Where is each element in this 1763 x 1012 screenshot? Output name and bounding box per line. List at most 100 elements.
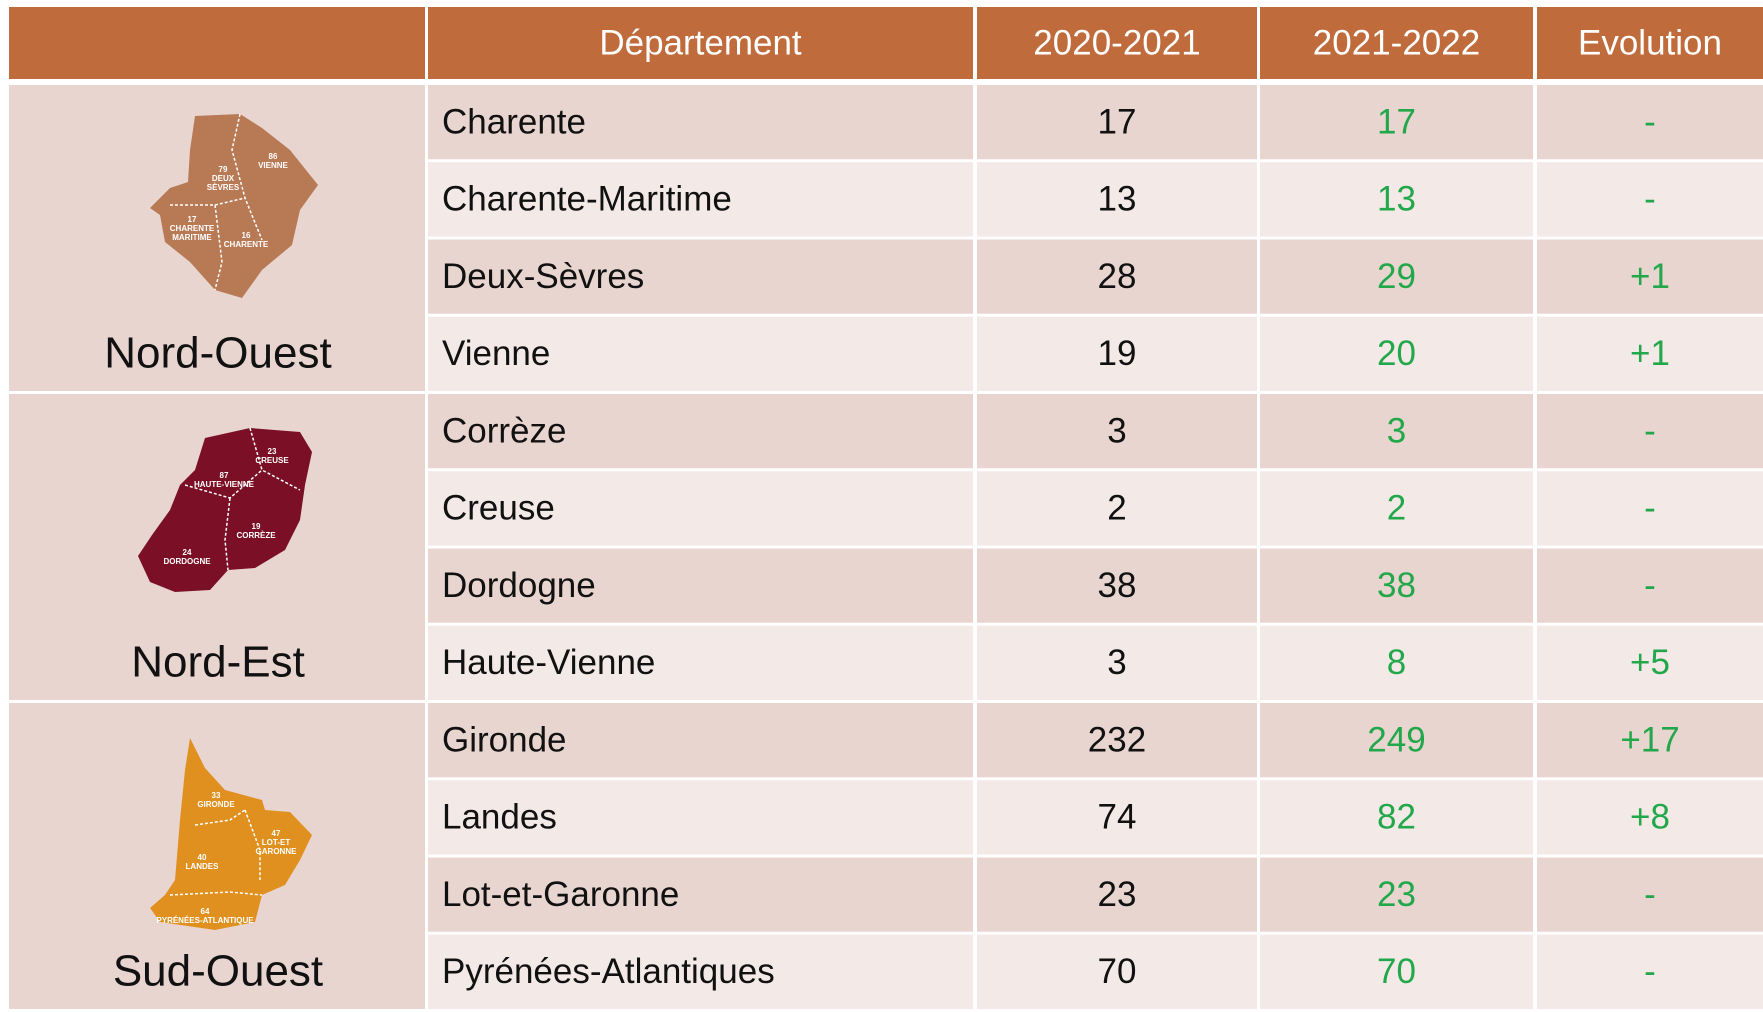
cell xyxy=(1537,394,1763,469)
evolution: - xyxy=(1644,566,1656,605)
map-shape xyxy=(138,428,312,592)
value-2020-2021: 3 xyxy=(1107,411,1126,450)
department: Lot-et-Garonne xyxy=(442,875,679,914)
map-border xyxy=(224,497,231,571)
value-2021-2022: 20 xyxy=(1377,334,1416,373)
department: Dordogne xyxy=(442,566,596,605)
cell xyxy=(428,625,973,700)
cell xyxy=(428,162,973,237)
evolution: +1 xyxy=(1630,257,1670,296)
cell xyxy=(977,162,1257,237)
cell xyxy=(977,239,1257,314)
value-2020-2021: 13 xyxy=(1098,180,1137,219)
cell xyxy=(1537,780,1763,855)
map-border xyxy=(231,113,263,241)
cell xyxy=(1537,471,1763,546)
map-label: 87 xyxy=(220,471,229,480)
map-label: 33 xyxy=(212,791,221,800)
value-2020-2021: 232 xyxy=(1088,720,1146,759)
department: Landes xyxy=(442,798,557,837)
map-label: 23 xyxy=(268,447,277,456)
header-cell xyxy=(428,7,973,79)
value-2021-2022: 29 xyxy=(1377,257,1416,296)
cell xyxy=(977,394,1257,469)
map-border xyxy=(244,809,261,880)
cell xyxy=(977,934,1257,1009)
cell xyxy=(428,239,973,314)
evolution: - xyxy=(1644,102,1656,141)
map-label: GIRONDE xyxy=(197,800,235,809)
value-2020-2021: 74 xyxy=(1098,798,1137,837)
map-label: LANDES xyxy=(186,862,220,871)
cell xyxy=(977,548,1257,623)
cell xyxy=(1537,85,1763,160)
evolution: - xyxy=(1644,180,1656,219)
region-name: Sud-Ouest xyxy=(113,947,323,996)
map-label: LOT-ET xyxy=(262,838,291,847)
cell xyxy=(1260,162,1533,237)
evolution: - xyxy=(1644,489,1656,528)
map-border xyxy=(249,427,301,491)
header-text: 2021-2022 xyxy=(1313,23,1480,62)
cell xyxy=(1537,703,1763,778)
map-label: 17 xyxy=(188,215,197,224)
cell xyxy=(1260,471,1533,546)
map-label: CHARENTE xyxy=(224,240,269,249)
map-label: VIENNE xyxy=(258,161,288,170)
value-2021-2022: 2 xyxy=(1387,489,1406,528)
map-label: 86 xyxy=(269,152,278,161)
cell xyxy=(428,857,973,932)
value-2021-2022: 13 xyxy=(1377,180,1416,219)
cell xyxy=(1260,780,1533,855)
cell xyxy=(977,857,1257,932)
value-2021-2022: 17 xyxy=(1377,102,1416,141)
cell xyxy=(977,625,1257,700)
map-label: DORDOGNE xyxy=(163,557,211,566)
cell xyxy=(1260,239,1533,314)
map-label: HAUTE-VIENNE xyxy=(194,480,255,489)
map-label: CREUSE xyxy=(255,456,289,465)
header-cell xyxy=(9,7,425,79)
evolution: - xyxy=(1644,952,1656,991)
cell xyxy=(1537,548,1763,623)
value-2020-2021: 3 xyxy=(1107,643,1126,682)
department: Corrèze xyxy=(442,411,566,450)
region-name: Nord-Ouest xyxy=(104,329,331,378)
department: Vienne xyxy=(442,334,550,373)
header-cell xyxy=(1260,7,1533,79)
header-text: 2020-2021 xyxy=(1033,23,1200,62)
cell xyxy=(1537,934,1763,1009)
cell xyxy=(428,934,973,1009)
map-label: PYRÉNÉES-ATLANTIQUE xyxy=(156,916,254,925)
cell xyxy=(1260,85,1533,160)
map-border xyxy=(214,204,223,291)
cell xyxy=(1537,239,1763,314)
value-2021-2022: 8 xyxy=(1387,643,1406,682)
value-2020-2021: 70 xyxy=(1098,952,1137,991)
evolution: +1 xyxy=(1630,334,1670,373)
map-label: DEUX xyxy=(212,174,235,183)
cell xyxy=(428,394,973,469)
cell xyxy=(977,85,1257,160)
cell xyxy=(1260,703,1533,778)
map-label: GARONNE xyxy=(256,847,298,856)
department: Haute-Vienne xyxy=(442,643,655,682)
cell xyxy=(1260,548,1533,623)
map-label: CORRÈZE xyxy=(236,531,276,540)
evolution: +5 xyxy=(1630,643,1670,682)
evolution: - xyxy=(1644,875,1656,914)
value-2020-2021: 38 xyxy=(1098,566,1137,605)
cell xyxy=(428,703,973,778)
cell xyxy=(1260,857,1533,932)
map-label: 16 xyxy=(242,231,251,240)
map-shape xyxy=(150,738,312,930)
map-label: 19 xyxy=(252,522,261,531)
cell xyxy=(1537,316,1763,391)
value-2021-2022: 23 xyxy=(1377,875,1416,914)
map-label: 24 xyxy=(183,548,192,557)
